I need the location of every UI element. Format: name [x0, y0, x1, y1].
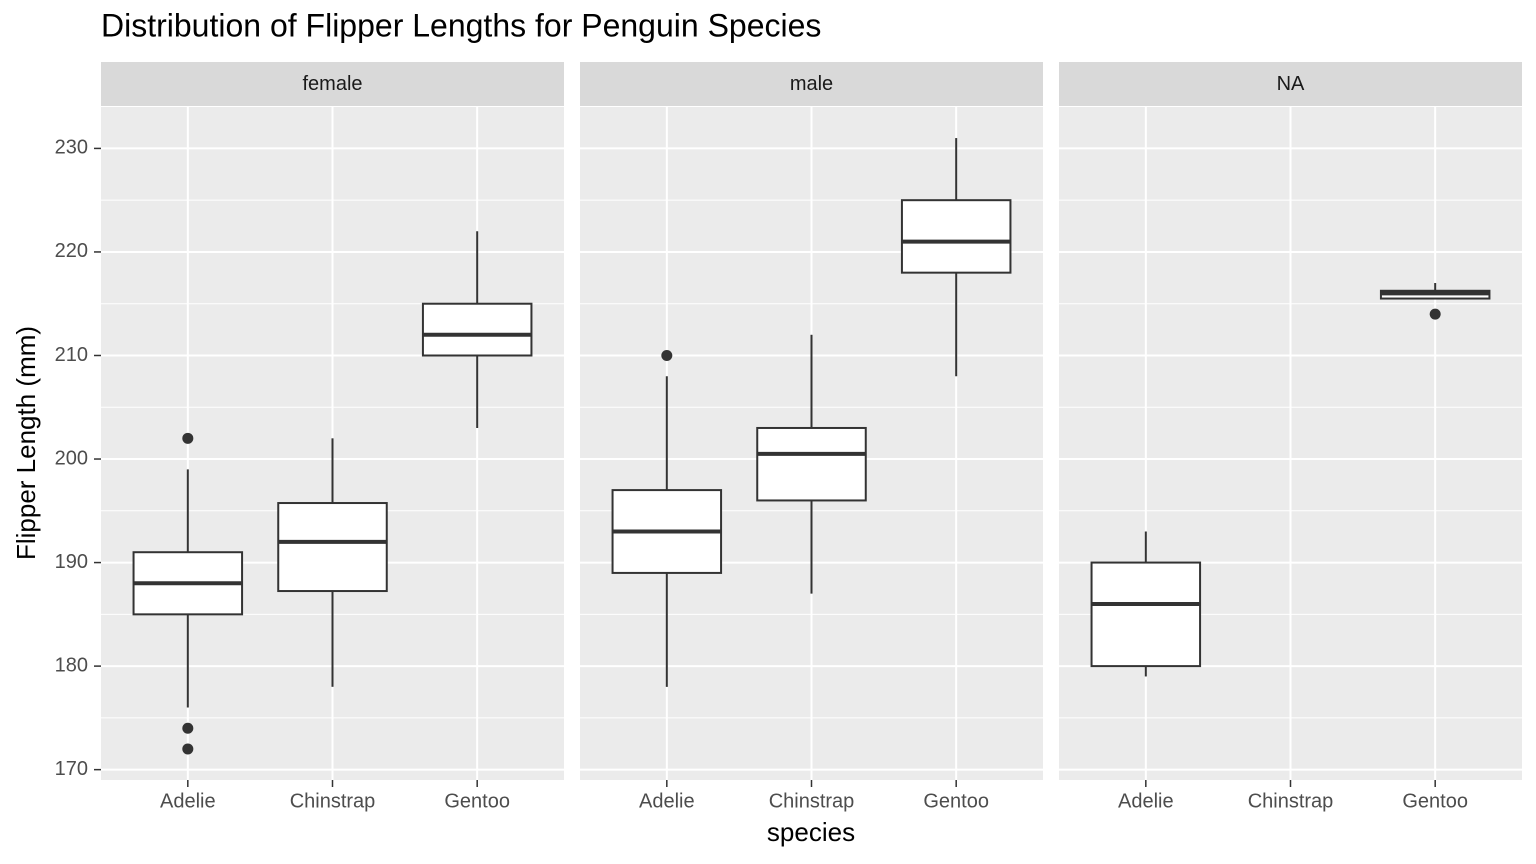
- outlier: [182, 722, 194, 734]
- outlier: [182, 743, 194, 755]
- x-axis-title: species: [767, 817, 855, 847]
- box: [277, 502, 388, 593]
- x-tick-label: Chinstrap: [769, 790, 855, 812]
- strip-background: [1059, 62, 1522, 106]
- outlier: [661, 349, 673, 361]
- x-tick-label: Chinstrap: [290, 790, 376, 812]
- y-tick-label: 170: [55, 758, 88, 780]
- y-tick-label: 190: [55, 551, 88, 573]
- x-tick-label: Gentoo: [1402, 790, 1468, 812]
- box: [421, 302, 533, 357]
- y-tick-label: 210: [55, 344, 88, 366]
- y-tick-label: 200: [55, 447, 88, 469]
- outlier: [182, 432, 194, 444]
- y-tick-label: 220: [55, 240, 88, 262]
- box: [900, 199, 1012, 274]
- strip-background: [580, 62, 1043, 106]
- strip-label: male: [790, 73, 833, 95]
- strip-background: [101, 62, 564, 106]
- x-tick-label: Chinstrap: [1248, 790, 1334, 812]
- y-axis-title: Flipper Length (mm): [11, 326, 41, 560]
- y-tick-label: 180: [55, 654, 88, 676]
- chart-title: Distribution of Flipper Lengths for Peng…: [101, 7, 821, 43]
- outlier: [1429, 308, 1441, 320]
- x-tick-label: Gentoo: [444, 790, 510, 812]
- x-tick-label: Adelie: [1118, 790, 1174, 812]
- y-tick-label: 230: [55, 137, 88, 159]
- strip-label: NA: [1277, 73, 1305, 95]
- box: [756, 426, 867, 502]
- strip-label: female: [302, 73, 362, 95]
- x-tick-label: Gentoo: [923, 790, 989, 812]
- x-tick-label: Adelie: [639, 790, 695, 812]
- box: [1090, 561, 1202, 668]
- x-tick-label: Adelie: [160, 790, 216, 812]
